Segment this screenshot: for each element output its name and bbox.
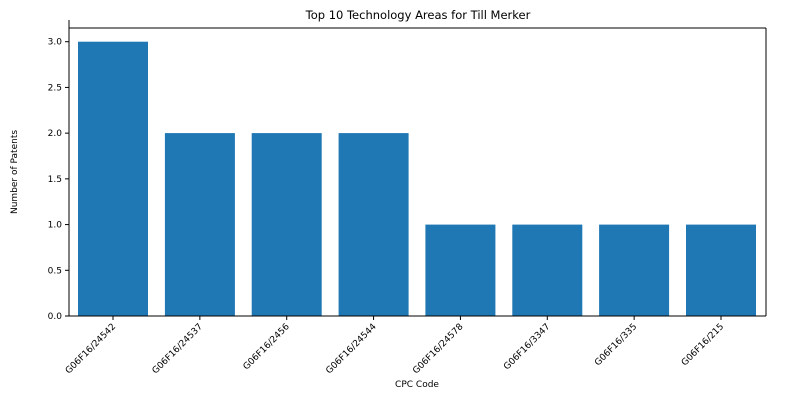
y-axis-label: Number of Patents — [10, 130, 20, 214]
bar-G06F16/215 — [686, 225, 756, 316]
y-tick-label: 2.5 — [48, 83, 62, 93]
y-tick-label: 1.0 — [48, 221, 63, 231]
bar-G06F16/2456 — [252, 133, 322, 316]
bar-G06F16/24537 — [165, 133, 235, 316]
y-tick-label: 0.5 — [48, 266, 62, 276]
y-tick-label: 1.5 — [48, 175, 62, 185]
y-tick-label: 3.0 — [48, 38, 63, 48]
bar-G06F16/24578 — [425, 225, 495, 316]
y-tick-label: 0.0 — [48, 312, 63, 322]
bar-G06F16/335 — [599, 225, 669, 316]
chart-title: Top 10 Technology Areas for Till Merker — [305, 8, 531, 22]
x-axis-label: CPC Code — [395, 380, 439, 390]
y-tick-label: 2.0 — [48, 129, 63, 139]
bar-G06F16/24544 — [339, 133, 409, 316]
bar-G06F16/24542 — [78, 42, 148, 316]
bar-G06F16/3347 — [512, 225, 582, 316]
